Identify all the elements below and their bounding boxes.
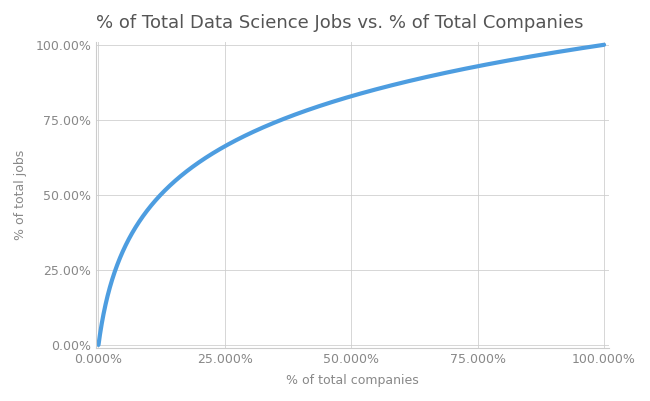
Y-axis label: % of total jobs: % of total jobs xyxy=(14,150,27,240)
Text: % of Total Data Science Jobs vs. % of Total Companies: % of Total Data Science Jobs vs. % of To… xyxy=(96,14,584,32)
X-axis label: % of total companies: % of total companies xyxy=(286,374,419,387)
